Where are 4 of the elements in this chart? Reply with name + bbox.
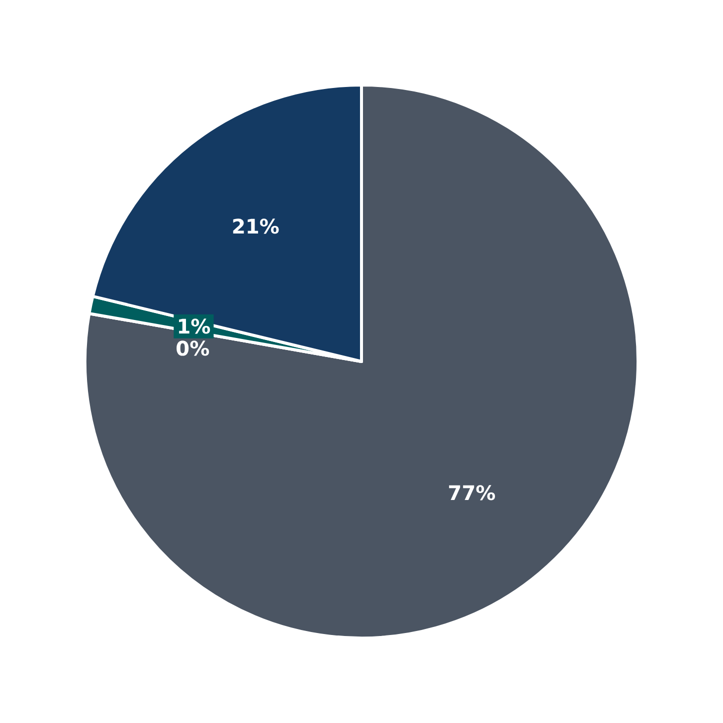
- data-label: 21%: [232, 214, 280, 239]
- data-label: 1%: [176, 314, 211, 338]
- text: 0%: [176, 336, 210, 360]
- data-label: 77%: [448, 480, 496, 505]
